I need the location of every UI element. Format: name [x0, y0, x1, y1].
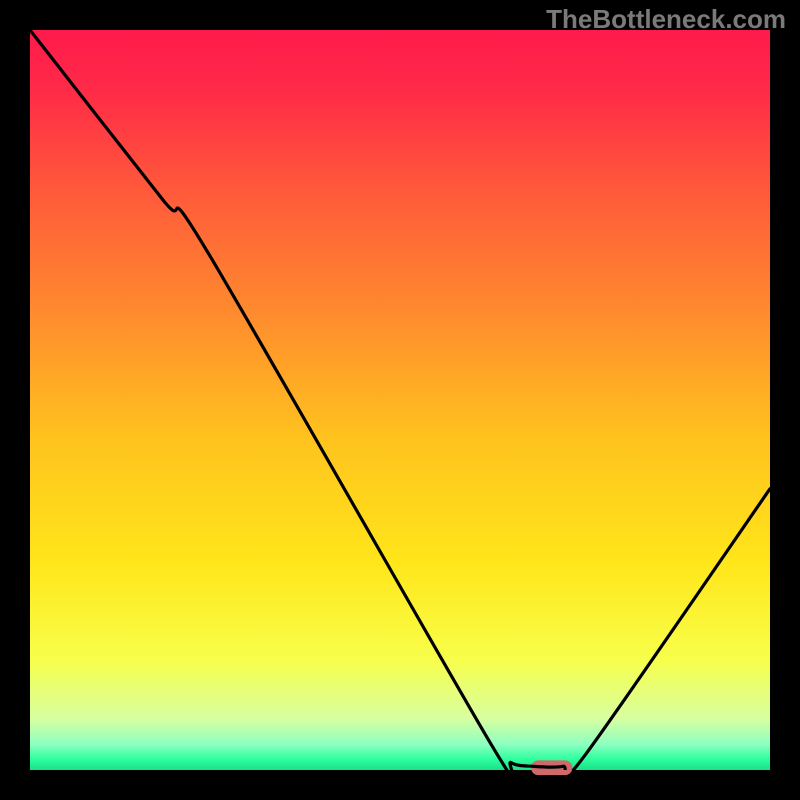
bottleneck-chart: [0, 0, 800, 800]
chart-stage: TheBottleneck.com: [0, 0, 800, 800]
gradient-background: [30, 30, 770, 770]
watermark-text: TheBottleneck.com: [546, 4, 786, 35]
